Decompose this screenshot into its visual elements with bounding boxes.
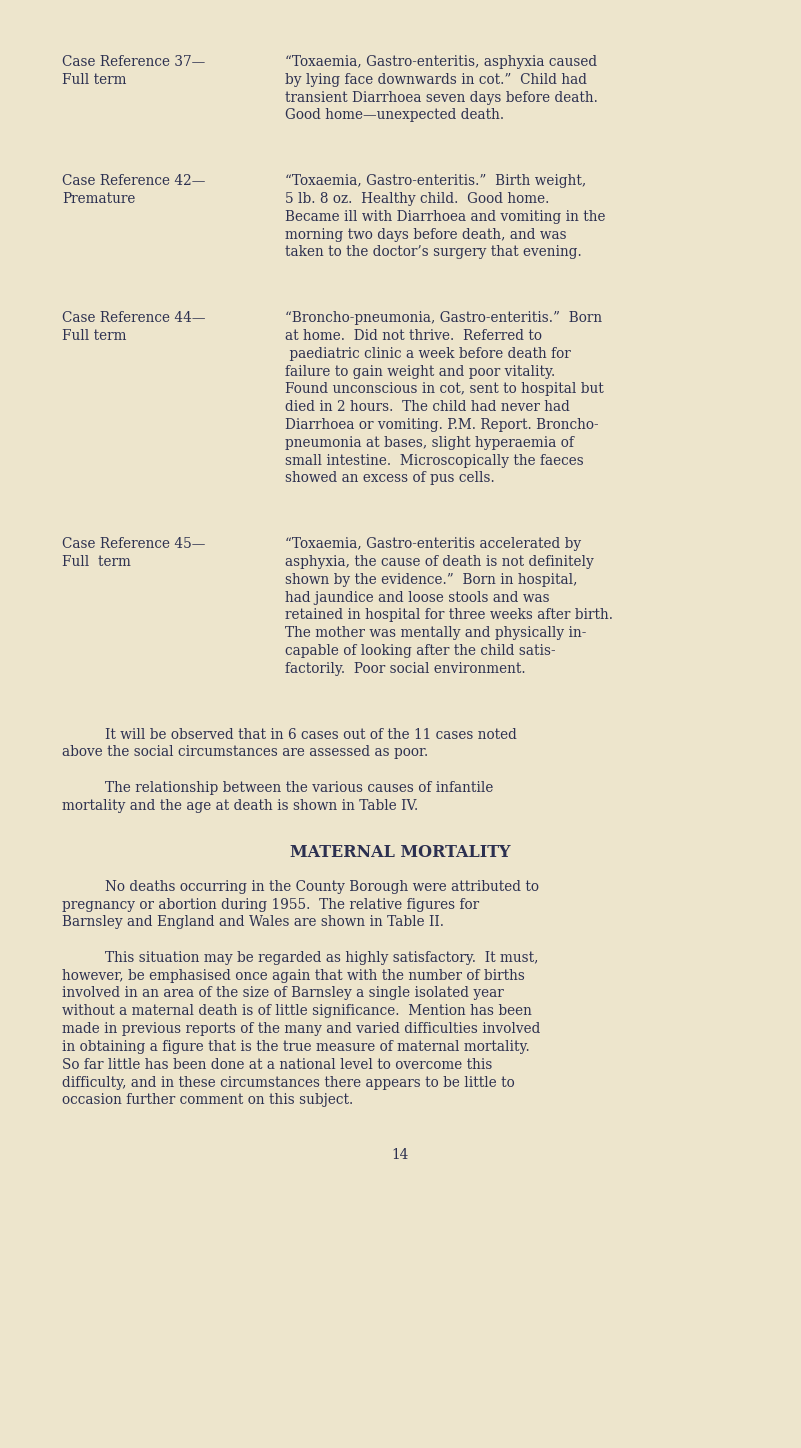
- Text: The mother was mentally and physically in-: The mother was mentally and physically i…: [285, 626, 586, 640]
- Text: “Toxaemia, Gastro-enteritis accelerated by: “Toxaemia, Gastro-enteritis accelerated …: [285, 537, 581, 552]
- Text: Case Reference 42—: Case Reference 42—: [62, 174, 205, 188]
- Text: died in 2 hours.  The child had never had: died in 2 hours. The child had never had: [285, 400, 570, 414]
- Text: Found unconscious in cot, sent to hospital but: Found unconscious in cot, sent to hospit…: [285, 382, 604, 397]
- Text: above the social circumstances are assessed as poor.: above the social circumstances are asses…: [62, 746, 429, 759]
- Text: in obtaining a figure that is the true measure of maternal mortality.: in obtaining a figure that is the true m…: [62, 1040, 529, 1054]
- Text: transient Diarrhoea seven days before death.: transient Diarrhoea seven days before de…: [285, 91, 598, 104]
- Text: Full  term: Full term: [62, 555, 131, 569]
- Text: It will be observed that in 6 cases out of the 11 cases noted: It will be observed that in 6 cases out …: [105, 727, 517, 741]
- Text: retained in hospital for three weeks after birth.: retained in hospital for three weeks aft…: [285, 608, 613, 623]
- Text: had jaundice and loose stools and was: had jaundice and loose stools and was: [285, 591, 549, 605]
- Text: pregnancy or abortion during 1955.  The relative figures for: pregnancy or abortion during 1955. The r…: [62, 898, 479, 912]
- Text: without a maternal death is of little significance.  Mention has been: without a maternal death is of little si…: [62, 1005, 532, 1018]
- Text: made in previous reports of the many and varied difficulties involved: made in previous reports of the many and…: [62, 1022, 541, 1037]
- Text: Full term: Full term: [62, 72, 127, 87]
- Text: The relationship between the various causes of infantile: The relationship between the various cau…: [105, 780, 493, 795]
- Text: “Broncho-pneumonia, Gastro-enteritis.”  Born: “Broncho-pneumonia, Gastro-enteritis.” B…: [285, 311, 602, 326]
- Text: taken to the doctor’s surgery that evening.: taken to the doctor’s surgery that eveni…: [285, 245, 582, 259]
- Text: Case Reference 37—: Case Reference 37—: [62, 55, 205, 70]
- Text: Barnsley and England and Wales are shown in Table II.: Barnsley and England and Wales are shown…: [62, 915, 444, 930]
- Text: pneumonia at bases, slight hyperaemia of: pneumonia at bases, slight hyperaemia of: [285, 436, 574, 450]
- Text: 5 lb. 8 oz.  Healthy child.  Good home.: 5 lb. 8 oz. Healthy child. Good home.: [285, 193, 549, 206]
- Text: Diarrhoea or vomiting. P.M. Report. Broncho-: Diarrhoea or vomiting. P.M. Report. Bron…: [285, 418, 598, 432]
- Text: Good home—unexpected death.: Good home—unexpected death.: [285, 109, 504, 123]
- Text: by lying face downwards in cot.”  Child had: by lying face downwards in cot.” Child h…: [285, 72, 587, 87]
- Text: No deaths occurring in the County Borough were attributed to: No deaths occurring in the County Boroug…: [105, 880, 539, 893]
- Text: however, be emphasised once again that with the number of births: however, be emphasised once again that w…: [62, 969, 525, 983]
- Text: So far little has been done at a national level to overcome this: So far little has been done at a nationa…: [62, 1057, 493, 1072]
- Text: Premature: Premature: [62, 193, 135, 206]
- Text: Full term: Full term: [62, 329, 127, 343]
- Text: small intestine.  Microscopically the faeces: small intestine. Microscopically the fae…: [285, 453, 584, 468]
- Text: This situation may be regarded as highly satisfactory.  It must,: This situation may be regarded as highly…: [105, 951, 538, 964]
- Text: MATERNAL MORTALITY: MATERNAL MORTALITY: [290, 844, 511, 860]
- Text: showed an excess of pus cells.: showed an excess of pus cells.: [285, 472, 495, 485]
- Text: Became ill with Diarrhoea and vomiting in the: Became ill with Diarrhoea and vomiting i…: [285, 210, 606, 224]
- Text: capable of looking after the child satis-: capable of looking after the child satis…: [285, 644, 556, 657]
- Text: morning two days before death, and was: morning two days before death, and was: [285, 227, 566, 242]
- Text: asphyxia, the cause of death is not definitely: asphyxia, the cause of death is not defi…: [285, 555, 594, 569]
- Text: factorily.  Poor social environment.: factorily. Poor social environment.: [285, 662, 525, 676]
- Text: mortality and the age at death is shown in Table IV.: mortality and the age at death is shown …: [62, 799, 418, 812]
- Text: shown by the evidence.”  Born in hospital,: shown by the evidence.” Born in hospital…: [285, 573, 578, 586]
- Text: failure to gain weight and poor vitality.: failure to gain weight and poor vitality…: [285, 365, 555, 378]
- Text: occasion further comment on this subject.: occasion further comment on this subject…: [62, 1093, 353, 1108]
- Text: Case Reference 44—: Case Reference 44—: [62, 311, 206, 326]
- Text: Case Reference 45—: Case Reference 45—: [62, 537, 205, 552]
- Text: involved in an area of the size of Barnsley a single isolated year: involved in an area of the size of Barns…: [62, 986, 504, 1001]
- Text: “Toxaemia, Gastro-enteritis, asphyxia caused: “Toxaemia, Gastro-enteritis, asphyxia ca…: [285, 55, 597, 70]
- Text: “Toxaemia, Gastro-enteritis.”  Birth weight,: “Toxaemia, Gastro-enteritis.” Birth weig…: [285, 174, 586, 188]
- Text: 14: 14: [392, 1148, 409, 1161]
- Text: paediatric clinic a week before death for: paediatric clinic a week before death fo…: [285, 348, 571, 361]
- Text: at home.  Did not thrive.  Referred to: at home. Did not thrive. Referred to: [285, 329, 542, 343]
- Text: difficulty, and in these circumstances there appears to be little to: difficulty, and in these circumstances t…: [62, 1076, 515, 1089]
